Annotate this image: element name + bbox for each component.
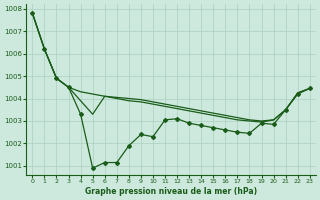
X-axis label: Graphe pression niveau de la mer (hPa): Graphe pression niveau de la mer (hPa) <box>85 187 257 196</box>
